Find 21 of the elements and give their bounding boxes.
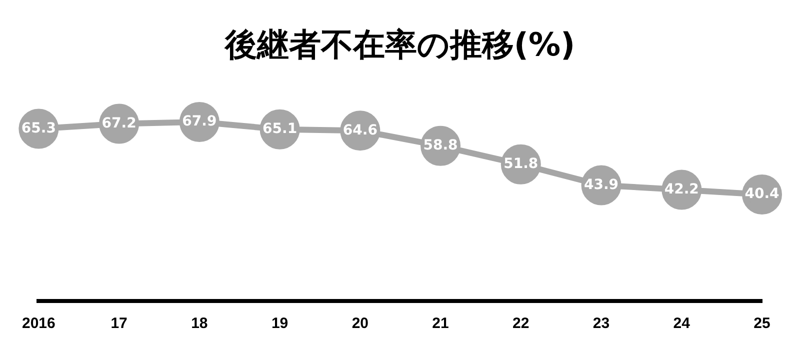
data-label: 40.4 bbox=[744, 186, 780, 202]
chart-title: 後継者不在率の推移(%) bbox=[224, 26, 576, 64]
x-tick-label: 24 bbox=[673, 315, 691, 332]
data-label: 65.1 bbox=[262, 120, 298, 137]
x-tick-label: 20 bbox=[352, 315, 368, 332]
x-tick-label: 2016 bbox=[22, 315, 56, 332]
data-label: 43.9 bbox=[584, 176, 619, 193]
data-label: 42.2 bbox=[664, 181, 699, 198]
x-tick-label: 18 bbox=[191, 315, 208, 332]
data-label: 67.9 bbox=[182, 114, 217, 130]
x-tick-label: 17 bbox=[110, 315, 128, 332]
x-tick-label: 25 bbox=[754, 315, 770, 332]
x-tick-label: 21 bbox=[432, 315, 449, 332]
data-label: 58.8 bbox=[423, 138, 458, 154]
data-label: 64.6 bbox=[342, 122, 378, 138]
data-label: 67.2 bbox=[102, 115, 136, 132]
data-label: 51.8 bbox=[504, 156, 538, 172]
x-tick-label: 23 bbox=[592, 315, 610, 332]
data-label: 65.3 bbox=[21, 120, 56, 136]
x-tick-label: 22 bbox=[512, 315, 530, 332]
x-tick-label: 19 bbox=[271, 315, 288, 332]
